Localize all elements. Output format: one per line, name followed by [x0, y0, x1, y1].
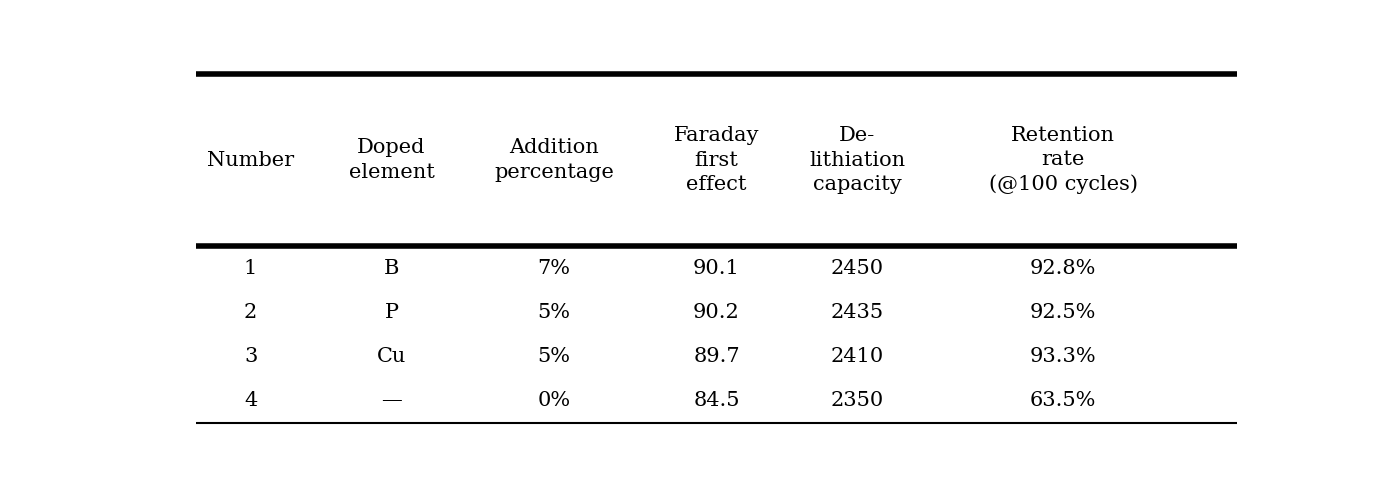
- Text: 92.8%: 92.8%: [1030, 259, 1096, 278]
- Text: 2: 2: [245, 303, 257, 322]
- Text: 90.2: 90.2: [693, 303, 740, 322]
- Text: Number: Number: [207, 150, 294, 169]
- Text: 1: 1: [243, 259, 257, 278]
- Text: 4: 4: [245, 391, 257, 410]
- Text: P: P: [384, 303, 398, 322]
- Text: 2450: 2450: [830, 259, 884, 278]
- Text: —: —: [382, 391, 401, 410]
- Text: 92.5%: 92.5%: [1030, 303, 1096, 322]
- Text: 2350: 2350: [830, 391, 884, 410]
- Text: 90.1: 90.1: [693, 259, 740, 278]
- Text: 93.3%: 93.3%: [1030, 347, 1096, 366]
- Text: 84.5: 84.5: [693, 391, 740, 410]
- Text: 63.5%: 63.5%: [1030, 391, 1096, 410]
- Text: 3: 3: [243, 347, 257, 366]
- Text: 5%: 5%: [537, 303, 570, 322]
- Text: 5%: 5%: [537, 347, 570, 366]
- Text: Cu: Cu: [377, 347, 405, 366]
- Text: Faraday
first
effect: Faraday first effect: [674, 126, 759, 194]
- Text: 89.7: 89.7: [693, 347, 740, 366]
- Text: De-
lithiation
capacity: De- lithiation capacity: [809, 126, 906, 194]
- Text: 0%: 0%: [537, 391, 570, 410]
- Text: 7%: 7%: [537, 259, 570, 278]
- Text: Doped
element: Doped element: [348, 139, 435, 182]
- Text: 2410: 2410: [830, 347, 884, 366]
- Text: B: B: [384, 259, 398, 278]
- Text: Retention
rate
(@100 cycles): Retention rate (@100 cycles): [988, 126, 1138, 194]
- Text: 2435: 2435: [830, 303, 884, 322]
- Text: Addition
percentage: Addition percentage: [493, 139, 614, 182]
